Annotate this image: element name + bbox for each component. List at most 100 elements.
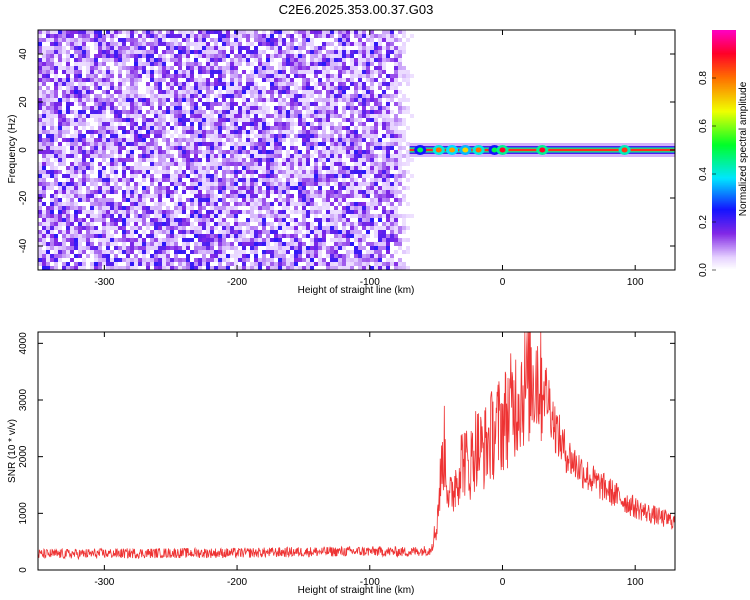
noise-cell [186, 174, 190, 178]
noise-cell [230, 74, 234, 78]
noise-cell [330, 222, 334, 226]
noise-cell [58, 102, 62, 106]
noise-cell [210, 250, 214, 254]
noise-cell [222, 238, 226, 242]
noise-cell [366, 62, 370, 66]
noise-cell [182, 230, 186, 234]
colorbar-cell [712, 212, 736, 215]
noise-cell [274, 114, 278, 118]
noise-cell [98, 34, 102, 38]
noise-cell [322, 190, 326, 194]
noise-cell [66, 118, 70, 122]
noise-cell [286, 190, 290, 194]
noise-cell [58, 106, 62, 110]
noise-cell [246, 226, 250, 230]
noise-cell [102, 170, 106, 174]
noise-cell [130, 238, 134, 242]
noise-cell [250, 202, 254, 206]
colorbar-cell [712, 142, 736, 145]
noise-cell [134, 134, 138, 138]
noise-cell [274, 86, 278, 90]
noise-cell [70, 38, 74, 42]
noise-cell [290, 102, 294, 106]
noise-cell [254, 118, 258, 122]
noise-cell [50, 122, 54, 126]
noise-cell [78, 206, 82, 210]
noise-cell [218, 230, 222, 234]
noise-cell [202, 70, 206, 74]
colorbar-cell [712, 178, 736, 181]
noise-cell [70, 30, 74, 34]
noise-cell [362, 130, 366, 134]
colorbar-cell [712, 172, 736, 175]
noise-cell [114, 166, 118, 170]
noise-cell [142, 214, 146, 218]
noise-cell [342, 218, 346, 222]
noise-cell [198, 82, 202, 86]
noise-cell [58, 38, 62, 42]
signal-hotspot [417, 147, 424, 153]
noise-cell [78, 94, 82, 98]
noise-cell [82, 110, 86, 114]
noise-cell [242, 70, 246, 74]
noise-cell [358, 98, 362, 102]
noise-cell [238, 242, 242, 246]
noise-cell [302, 214, 306, 218]
noise-cell [262, 102, 266, 106]
noise-cell [38, 194, 42, 198]
noise-cell [118, 110, 122, 114]
noise-cell [230, 210, 234, 214]
noise-cell [274, 174, 278, 178]
noise-cell [266, 186, 270, 190]
noise-cell [266, 38, 270, 42]
noise-cell [314, 246, 318, 250]
noise-cell [158, 250, 162, 254]
noise-cell [174, 254, 178, 258]
noise-cell [218, 82, 222, 86]
noise-cell [222, 234, 226, 238]
noise-cell [106, 182, 110, 186]
noise-cell [234, 90, 238, 94]
noise-cell [226, 106, 230, 110]
noise-cell [266, 70, 270, 74]
noise-cell [178, 34, 182, 38]
noise-cell [226, 34, 230, 38]
noise-cell [262, 206, 266, 210]
noise-cell [130, 174, 134, 178]
noise-cell [350, 70, 354, 74]
noise-cell [262, 118, 266, 122]
noise-cell [158, 118, 162, 122]
noise-cell [126, 86, 130, 90]
noise-cell [150, 126, 154, 130]
noise-cell [406, 154, 410, 158]
noise-cell [354, 226, 358, 230]
noise-cell [214, 46, 218, 50]
noise-cell [342, 82, 346, 86]
noise-cell [390, 42, 394, 46]
noise-cell [306, 38, 310, 42]
noise-cell [58, 62, 62, 66]
noise-cell [350, 234, 354, 238]
noise-cell [70, 194, 74, 198]
noise-cell [214, 138, 218, 142]
noise-cell [394, 226, 398, 230]
snr-xtick-label: -300 [94, 577, 114, 588]
noise-cell [362, 94, 366, 98]
noise-cell [326, 98, 330, 102]
noise-cell [198, 130, 202, 134]
noise-cell [178, 82, 182, 86]
noise-cell [250, 142, 254, 146]
noise-cell [214, 122, 218, 126]
noise-cell [158, 58, 162, 62]
noise-cell [162, 70, 166, 74]
noise-cell [254, 198, 258, 202]
noise-cell [190, 90, 194, 94]
noise-cell [294, 46, 298, 50]
noise-cell [294, 250, 298, 254]
noise-cell [342, 66, 346, 70]
noise-cell [150, 198, 154, 202]
noise-cell [154, 146, 158, 150]
noise-cell [210, 106, 214, 110]
noise-cell [310, 230, 314, 234]
